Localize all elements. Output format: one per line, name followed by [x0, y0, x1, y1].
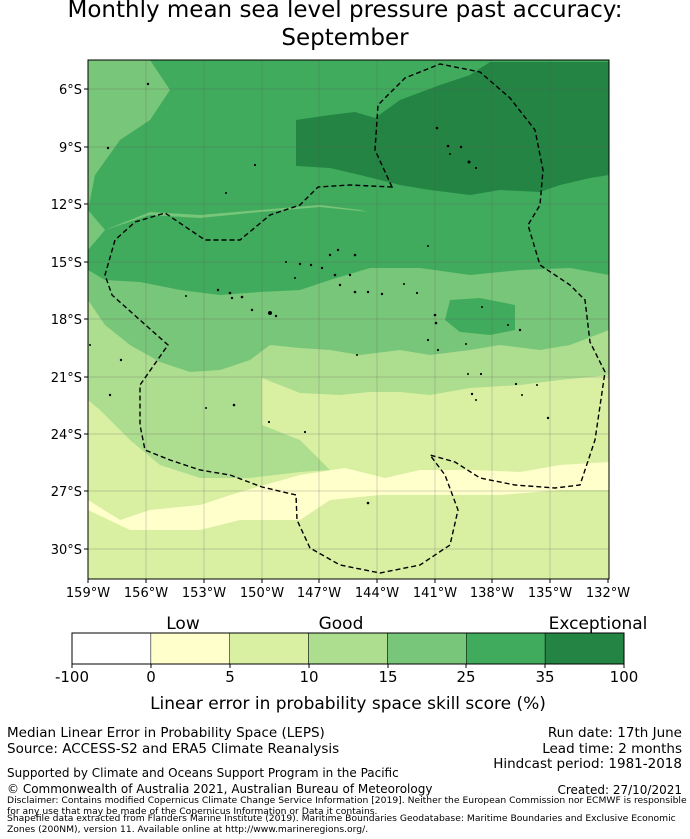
colorbar-bin	[229, 632, 309, 665]
lat-label: 9°S	[59, 141, 82, 156]
lon-label: 156°W	[124, 586, 168, 601]
region-patch	[445, 298, 515, 335]
colorbar-tick: 0	[146, 668, 156, 686]
supported-text: Supported by Climate and Oceans Support …	[7, 766, 399, 780]
lat-label: 15°S	[51, 256, 82, 271]
colorbar-category-low: Low	[166, 614, 200, 634]
lat-label: 27°S	[51, 485, 82, 500]
region-25-35b	[88, 207, 609, 295]
chart-title-line1: Monthly mean sea level pressure past acc…	[67, 0, 623, 23]
lat-label: 21°S	[51, 371, 82, 386]
lon-label: 135°W	[528, 586, 572, 601]
source-text: Source: ACCESS-S2 and ERA5 Climate Reana…	[7, 741, 340, 757]
copyright-text: © Commonwealth of Australia 2021, Austra…	[7, 782, 433, 796]
colorbar-tick: 25	[456, 668, 475, 686]
colorbar-bin	[544, 632, 625, 665]
lon-label: 153°W	[182, 586, 226, 601]
colorbar-bin	[387, 632, 467, 665]
colorbar-category-exceptional: Exceptional	[549, 614, 648, 634]
run-date-text: Run date: 17th June	[547, 725, 682, 741]
created-text: Created: 27/10/2021	[557, 783, 682, 797]
shapefile-text: Shapefile data extracted from Flanders M…	[7, 813, 676, 835]
lat-label: 30°S	[51, 543, 82, 558]
colorbar-tick: 10	[299, 668, 318, 686]
lon-label: 144°W	[355, 586, 399, 601]
region-exceptional	[296, 62, 609, 195]
islands	[89, 82, 550, 505]
disclaimer-text: Disclaimer: Contains modified Copernicus…	[7, 795, 687, 817]
lon-label: 150°W	[240, 586, 284, 601]
map-gridlines	[88, 60, 609, 579]
lead-time-text: Lead time: 2 months	[542, 741, 682, 757]
lat-label: 12°S	[51, 198, 82, 213]
colorbar-axis-label: Linear error in probability space skill …	[150, 694, 546, 714]
lat-label: 6°S	[59, 83, 82, 98]
colorbar-tick: 5	[225, 668, 235, 686]
lon-label: 147°W	[297, 586, 341, 601]
lon-label: 138°W	[470, 586, 514, 601]
lat-label: 18°S	[51, 313, 82, 328]
colorbar-tick: -100	[55, 668, 89, 686]
colorbar-tick: 35	[535, 668, 554, 686]
colorbar-bin	[308, 632, 388, 665]
skill-map	[88, 60, 609, 579]
chart-title-line2: September	[281, 25, 409, 51]
lat-label: 24°S	[51, 428, 82, 443]
colorbar: Low Good Exceptional -100 0 5 10 15 25 3…	[55, 614, 647, 714]
lon-label: 141°W	[413, 586, 457, 601]
colorbar-tick: 15	[378, 668, 397, 686]
hindcast-text: Hindcast period: 1981-2018	[493, 756, 682, 772]
lon-label: 159°W	[66, 586, 110, 601]
colorbar-tick: 100	[610, 668, 639, 686]
colorbar-bin	[150, 632, 230, 665]
method-text: Median Linear Error in Probability Space…	[7, 725, 325, 741]
region-5-10	[88, 490, 609, 579]
colorbar-bin	[71, 632, 152, 665]
colorbar-category-good: Good	[319, 614, 364, 634]
eez-boundary	[104, 63, 606, 574]
colorbar-bin	[466, 632, 546, 665]
lon-label: 132°W	[586, 586, 630, 601]
